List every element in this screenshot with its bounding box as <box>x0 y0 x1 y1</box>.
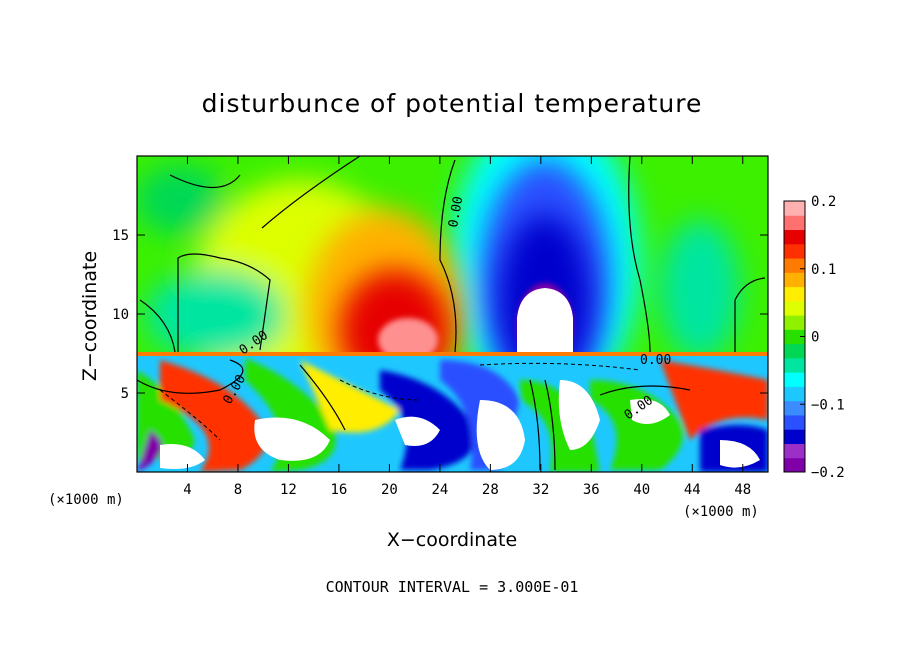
y-unit-label: (×1000 m) <box>48 492 124 508</box>
colorbar-swatch <box>784 286 805 302</box>
x-tick-label: 28 <box>482 482 499 498</box>
colorbar-swatch <box>784 372 805 387</box>
colorbar-swatch <box>784 272 805 288</box>
colorbar-swatch <box>784 229 805 245</box>
colorbar-swatch <box>784 429 805 444</box>
colorbar-swatch <box>784 315 805 330</box>
y-tick-label: 15 <box>112 228 129 244</box>
cool-right <box>660 220 740 360</box>
x-unit-label: (×1000 m) <box>683 504 759 520</box>
colorbar-tick-label: −0.1 <box>811 397 845 413</box>
y-tick-label: 5 <box>121 386 129 402</box>
green-left <box>137 165 225 235</box>
contour-label: 0.00 <box>640 353 671 368</box>
negative-contours <box>159 362 641 441</box>
neutral-patch <box>720 440 760 468</box>
colorbar-swatch <box>784 343 805 359</box>
neutral-patch <box>630 399 670 424</box>
x-tick-label: 20 <box>381 482 398 498</box>
colorbar-swatch <box>784 457 805 473</box>
colorbar-tick-label: −0.2 <box>811 465 845 481</box>
colorbar-swatch <box>784 258 805 273</box>
colorbar-tick-label: 0.1 <box>811 262 836 278</box>
colorbar-swatch <box>784 386 805 402</box>
chart-title: disturbunce of potential temperature <box>202 89 703 118</box>
x-tick-label: 40 <box>633 482 650 498</box>
neutral-patch <box>160 444 205 469</box>
neutral-patch <box>476 400 525 470</box>
cold-peak <box>517 288 573 356</box>
x-tick-label: 16 <box>330 482 347 498</box>
contours <box>137 156 766 471</box>
x-tick-label: 44 <box>684 482 701 498</box>
colorbar-swatch <box>784 329 805 345</box>
heatmap-field <box>137 156 768 472</box>
warm-peak <box>378 318 438 362</box>
colorbar: 0.2 0.1 0 −0.1 −0.2 <box>783 194 845 481</box>
colorbar-swatch <box>784 243 805 259</box>
colorbar-swatch <box>784 357 805 373</box>
inversion-band <box>137 352 768 356</box>
x-tick-label: 12 <box>280 482 297 498</box>
colorbar-tick-label: 0 <box>811 330 819 346</box>
contour-label: 0.00 <box>446 195 466 228</box>
colorbar-swatch <box>784 300 805 316</box>
y-tick-label: 10 <box>112 307 129 323</box>
neutral-patch <box>254 417 330 461</box>
colorbar-swatch <box>784 215 805 231</box>
cool-left <box>145 270 285 360</box>
neutral-patch <box>395 416 440 446</box>
colorbar-swatch <box>784 443 805 459</box>
colorbar-swatch <box>784 201 805 216</box>
y-axis-label: Z−coordinate <box>79 251 101 381</box>
colorbar-swatch <box>784 400 805 416</box>
x-tick-label: 4 <box>183 482 191 498</box>
neutral-patch <box>558 380 600 450</box>
x-tick-label: 36 <box>583 482 600 498</box>
contour-interval-note: CONTOUR INTERVAL = 3.000E-01 <box>326 578 579 596</box>
x-tick-label: 24 <box>431 482 448 498</box>
x-tick-label: 32 <box>532 482 549 498</box>
colorbar-tick-label: 0.2 <box>811 194 836 210</box>
colorbar-swatch <box>784 414 805 430</box>
x-tick-label: 48 <box>734 482 751 498</box>
x-tick-label: 8 <box>234 482 242 498</box>
x-axis-label: X−coordinate <box>387 529 517 551</box>
